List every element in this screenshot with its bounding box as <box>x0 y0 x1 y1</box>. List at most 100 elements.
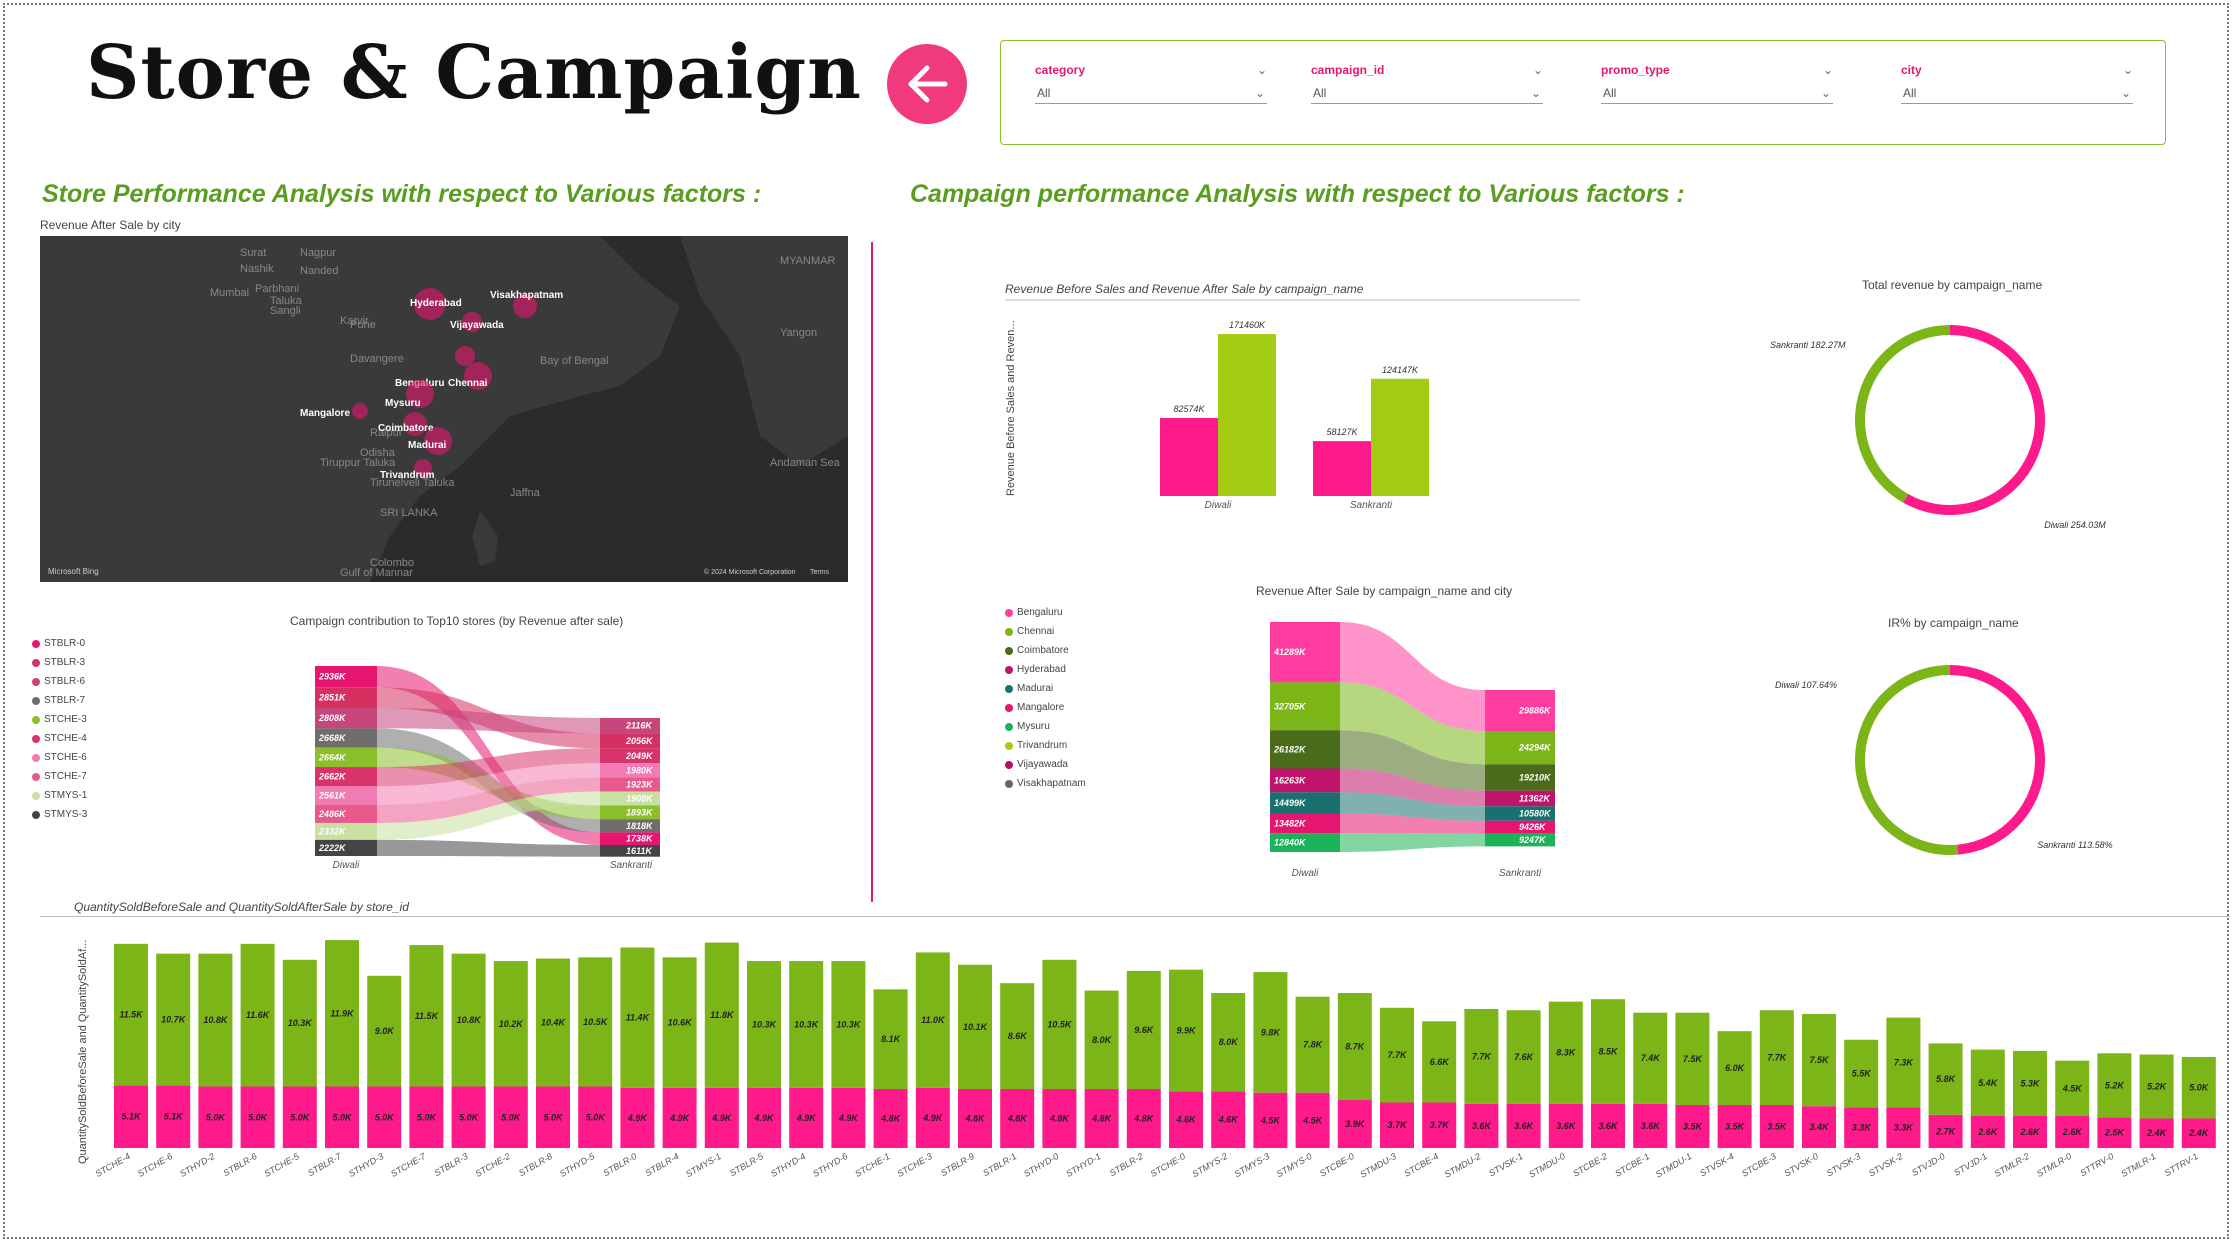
legend-item[interactable]: Vijayawada <box>1005 755 1086 774</box>
ribbon-chart-top10-stores[interactable]: 2936K 2851K 2808K 2668K 2664K 2662K 2561K 2486K… <box>300 660 660 875</box>
map-terms-link: Terms <box>810 569 830 576</box>
bar <box>1928 1043 1963 1115</box>
bar <box>1633 1012 1668 1104</box>
legend-item[interactable]: Mangalore <box>1005 698 1086 717</box>
bar <box>1802 1106 1836 1148</box>
slicer-category[interactable]: category ⌄ All ⌄ <box>1035 63 1267 104</box>
legend-label: STBLR-0 <box>44 638 86 649</box>
ribbon-band <box>377 707 600 734</box>
data-label: 58127K <box>1326 427 1358 437</box>
map-base-label: Sangli <box>270 305 301 317</box>
map-base-label: Surat <box>240 247 266 259</box>
data-label: 3.7K <box>1430 1120 1451 1130</box>
bar <box>1802 1013 1836 1107</box>
map-base-label: Tiruppur Taluka <box>320 457 396 469</box>
legend-item[interactable]: STCHE-3 <box>32 710 87 729</box>
axis-tick-label: STCHE-7 <box>389 1151 428 1179</box>
data-label: 4.5K <box>2062 1083 2084 1093</box>
data-label: 12840K <box>1274 838 1307 848</box>
ribbon-segment <box>600 763 660 778</box>
map-base-label: Andaman Sea <box>770 457 841 469</box>
bar <box>2013 1050 2047 1117</box>
city-label: Chennai <box>448 378 488 389</box>
data-label: 3.3K <box>1894 1123 1915 1133</box>
slicer-promo-type[interactable]: promo_type ⌄ All ⌄ <box>1601 63 1833 104</box>
legend-item[interactable]: Trivandrum <box>1005 736 1086 755</box>
legend-item[interactable]: Madurai <box>1005 679 1086 698</box>
bar <box>1464 1103 1499 1148</box>
data-label: 9.6K <box>1134 1025 1155 1035</box>
legend-item[interactable]: STCHE-4 <box>32 729 87 748</box>
city-revenue-map[interactable]: Surat Nagpur Nashik Nanded Mumbai Parbhani Pun… <box>40 236 848 582</box>
data-label: 2486K <box>318 809 347 819</box>
bar <box>1633 1103 1668 1148</box>
donut-chart-total-revenue[interactable]: Diwali 254.03M Sankranti 182.27M <box>1740 310 2160 530</box>
legend-label: STBLR-3 <box>44 657 86 668</box>
ribbon-segment <box>315 804 377 823</box>
data-label: 9247K <box>1519 835 1547 845</box>
slicer-dropdown[interactable]: All ⌄ <box>1311 83 1543 104</box>
bar <box>493 961 528 1087</box>
data-label: 4.6K <box>1175 1115 1197 1125</box>
bar-chart-revenue-before-after[interactable]: Revenue Before Sales and Reven... 82574K 1… <box>1000 296 1600 526</box>
ribbon-segment <box>1270 730 1340 769</box>
ribbon-chart-revenue-city[interactable]: 41289K 32705K 26182K 16263K 14499K 13482K 1284… <box>1255 610 1585 890</box>
bar <box>2181 1118 2216 1148</box>
data-label: 5.0K <box>417 1112 438 1122</box>
bar <box>409 1086 444 1148</box>
axis-tick-label: STBLR-8 <box>517 1151 554 1178</box>
axis-tick-label: STBLR-5 <box>728 1151 766 1179</box>
donut-chart-ir[interactable]: Diwali 107.64% Sankranti 113.58% <box>1740 650 2160 870</box>
legend-item[interactable]: STMYS-3 <box>32 805 87 824</box>
slicer-campaign-id[interactable]: campaign_id ⌄ All ⌄ <box>1311 63 1543 104</box>
chevron-down-icon[interactable]: ⌄ <box>2122 63 2133 77</box>
slicer-dropdown[interactable]: All ⌄ <box>1035 83 1267 104</box>
bar <box>2013 1116 2047 1148</box>
data-label: 5.1K <box>121 1112 142 1122</box>
data-label: 10.1K <box>963 1022 989 1032</box>
chevron-down-icon[interactable]: ⌄ <box>1256 63 1267 77</box>
campaign-section-heading: Campaign performance Analysis with respe… <box>910 180 1685 208</box>
data-label: 11.9K <box>330 1008 355 1018</box>
legend-item[interactable]: Visakhapatnam <box>1005 774 1086 793</box>
legend-item[interactable]: Mysuru <box>1005 717 1086 736</box>
legend-item[interactable]: STBLR-7 <box>32 691 87 710</box>
legend-marker <box>1005 627 1013 636</box>
axis-tick-label: STVSK-1 <box>1487 1151 1524 1178</box>
legend-item[interactable]: STCHE-7 <box>32 767 87 786</box>
data-label: 2.6K <box>2019 1127 2041 1137</box>
bar <box>747 1087 781 1148</box>
chevron-down-icon[interactable]: ⌄ <box>1822 63 1833 77</box>
bar <box>1422 1021 1457 1103</box>
legend-item[interactable]: STCHE-6 <box>32 748 87 767</box>
legend-item[interactable]: Hyderabad <box>1005 660 1086 679</box>
back-button[interactable] <box>887 44 967 124</box>
chevron-down-icon[interactable]: ⌄ <box>1532 63 1543 77</box>
legend-item[interactable]: Coimbatore <box>1005 641 1086 660</box>
ribbon-segment <box>315 707 377 729</box>
legend-item[interactable]: STBLR-0 <box>32 634 87 653</box>
city-bubble <box>464 362 492 390</box>
legend-item[interactable]: STBLR-3 <box>32 653 87 672</box>
legend-item[interactable]: STMYS-1 <box>32 786 87 805</box>
slicer-city[interactable]: city ⌄ All ⌄ <box>1901 63 2133 104</box>
bar <box>1422 1102 1457 1148</box>
legend-item[interactable]: Bengaluru <box>1005 603 1086 622</box>
slicer-dropdown[interactable]: All ⌄ <box>1601 83 1833 104</box>
data-label: 7.4K <box>1641 1053 1662 1063</box>
chart-legend: STBLR-0 STBLR-3 STBLR-6 STBLR-7 STCHE-3 STCHE… <box>32 634 87 824</box>
bar-chart-quantity-by-store[interactable]: QuantitySoldBeforeSale and QuantitySoldA… <box>40 924 2220 1184</box>
map-canvas[interactable]: Surat Nagpur Nashik Nanded Mumbai Parbhani Pun… <box>40 236 848 582</box>
data-label: 10.8K <box>457 1015 483 1025</box>
chart-title: Revenue Before Sales and Revenue After S… <box>1005 282 1364 296</box>
data-label: 7.5K <box>1683 1054 1704 1064</box>
legend-label: Vijayawada <box>1017 759 1068 770</box>
data-label: 9.8K <box>1261 1027 1282 1037</box>
ribbon-segment <box>600 832 660 845</box>
slicer-dropdown[interactable]: All ⌄ <box>1901 83 2133 104</box>
legend-item[interactable]: STBLR-6 <box>32 672 87 691</box>
legend-item[interactable]: Chennai <box>1005 622 1086 641</box>
data-label: 10.5K <box>583 1017 609 1027</box>
legend-marker <box>32 715 40 724</box>
data-label: 4.9K <box>796 1113 818 1123</box>
